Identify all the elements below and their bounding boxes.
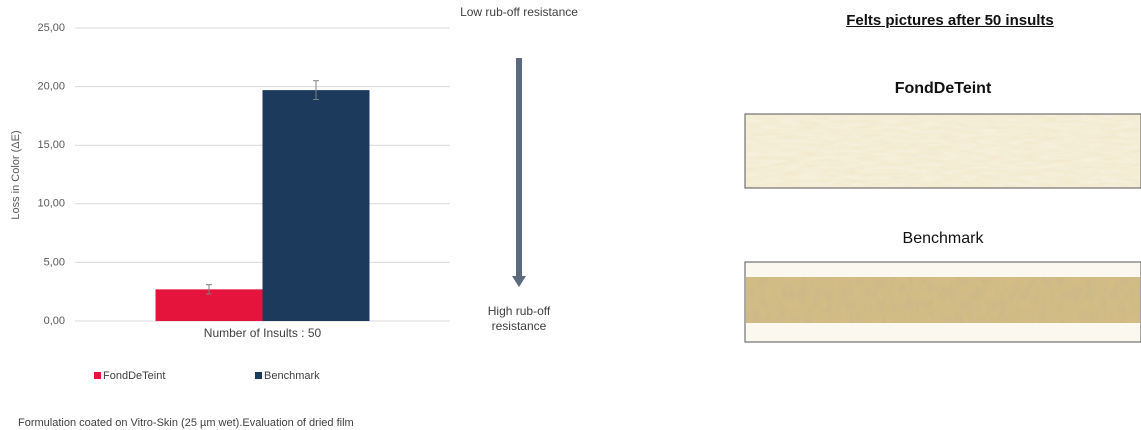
annotation: High rub-off resistance xyxy=(487,304,551,333)
x-tick-label: Number of Insults : 50 xyxy=(204,326,322,340)
footnote: Formulation coated on Vitro-Skin (25 µm … xyxy=(18,417,354,429)
legend-label: FondDeTeint xyxy=(103,370,165,382)
felt-label: Benchmark xyxy=(902,230,984,247)
y-tick-label: 10,00 xyxy=(37,198,65,210)
y-tick-label: 15,00 xyxy=(37,139,65,151)
legend-label: Benchmark xyxy=(264,370,320,382)
annotation: Low rub-off resistance xyxy=(460,5,578,19)
felt-label: FondDeTeint xyxy=(894,80,992,97)
y-tick-label: 5,00 xyxy=(44,256,65,268)
felt-texture xyxy=(746,277,1140,323)
bar xyxy=(262,90,370,321)
error-bar xyxy=(313,80,319,100)
bar xyxy=(155,289,263,321)
felt-texture xyxy=(746,115,1140,187)
y-tick-label: 20,00 xyxy=(37,81,65,93)
error-bar xyxy=(206,284,212,295)
legend-swatch xyxy=(94,372,101,379)
legend-swatch xyxy=(255,372,262,379)
y-axis-label: Loss in Color (ΔE) xyxy=(10,130,22,219)
y-tick-label: 25,00 xyxy=(37,22,65,34)
felts-title: Felts pictures after 50 insults xyxy=(846,12,1054,29)
arrow-head xyxy=(512,276,526,287)
y-tick-label: 0,00 xyxy=(44,315,65,327)
